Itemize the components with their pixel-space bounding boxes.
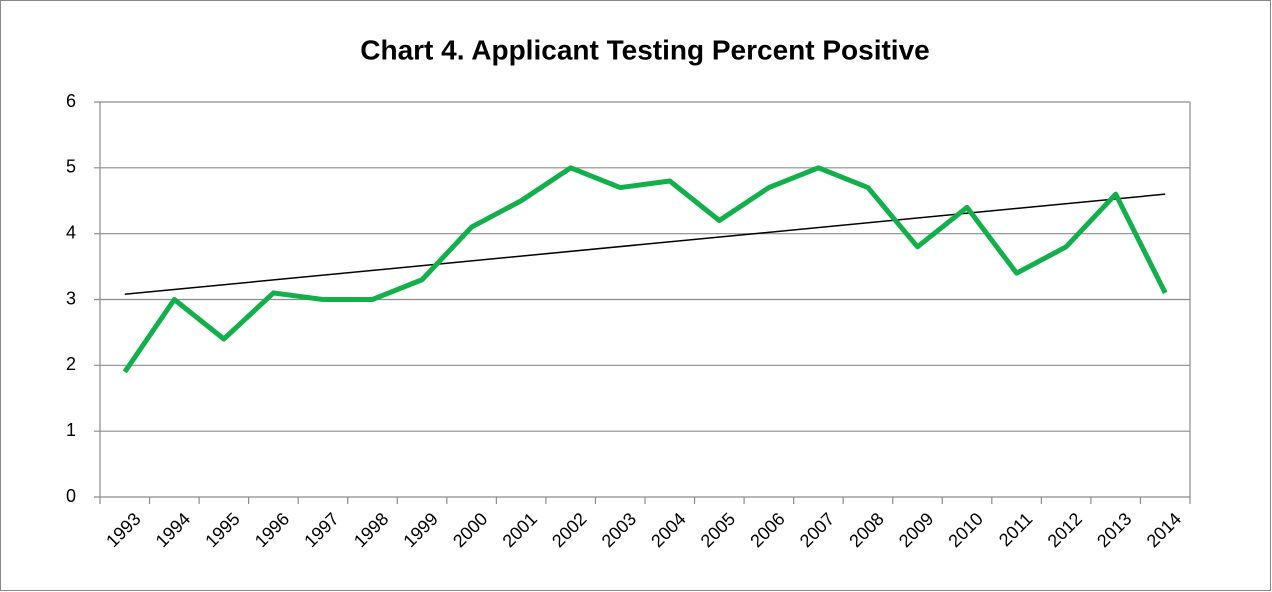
y-tick-label: 5	[66, 157, 76, 177]
trendline	[124, 193, 1166, 295]
y-tick-label: 0	[66, 486, 76, 506]
y-tick-label: 4	[66, 222, 76, 242]
y-tick-label: 1	[66, 420, 76, 440]
chart-title: Chart 4. Applicant Testing Percent Posit…	[360, 34, 929, 65]
y-tick-label: 2	[66, 354, 76, 374]
data-line	[122, 165, 1168, 374]
y-tick-label: 6	[66, 91, 76, 111]
y-tick-label: 3	[66, 288, 76, 308]
